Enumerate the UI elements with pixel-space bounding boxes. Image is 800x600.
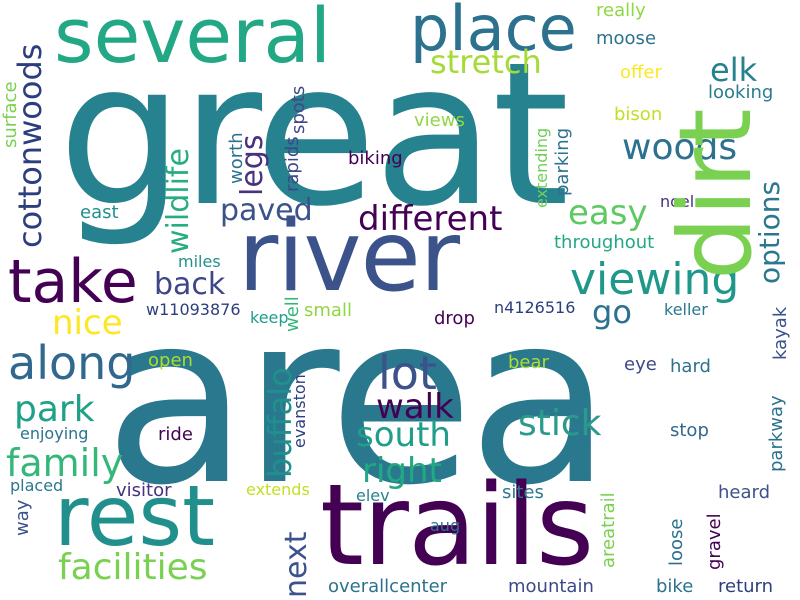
word-rest: rest	[54, 467, 216, 565]
word-loose: loose	[666, 518, 687, 566]
word-spots: spots	[288, 85, 309, 134]
word-wildlife: wildlife	[161, 148, 196, 254]
word-placed: placed	[10, 476, 64, 495]
word-aug: aug	[430, 516, 461, 535]
word-views: views	[414, 110, 465, 131]
word-along: along	[8, 336, 136, 390]
word-right: right	[362, 451, 442, 491]
word-place: place	[410, 0, 577, 65]
word-ride: ride	[158, 424, 193, 445]
word-miles: miles	[178, 252, 221, 271]
word-park: park	[14, 389, 95, 430]
word-dirt: dirt	[657, 108, 774, 280]
word-stick: stick	[518, 403, 602, 444]
word-parkway: parkway	[766, 395, 787, 472]
word-small: small	[304, 300, 352, 321]
word-keller: keller	[664, 300, 708, 319]
word-areatrail: areatrail	[598, 492, 619, 568]
word-eye: eye	[624, 354, 657, 375]
word-walk: walk	[376, 387, 454, 427]
word-area: area	[104, 262, 612, 537]
word-take: take	[8, 247, 138, 317]
word-really: really	[596, 0, 646, 21]
word-bike: bike	[656, 576, 694, 597]
word-sites: sites	[502, 482, 544, 503]
word-well: well	[282, 296, 303, 332]
word-heard: heard	[718, 482, 771, 503]
word-offer: offer	[620, 62, 662, 83]
word-viewing: viewing	[570, 254, 740, 305]
word-hard: hard	[670, 356, 711, 377]
word-stretch: stretch	[430, 43, 542, 81]
word-return: return	[718, 576, 774, 597]
word-enjoying: enjoying	[20, 424, 89, 443]
word-different: different	[358, 199, 503, 239]
word-n4126516: n4126516	[494, 298, 576, 317]
word-biking: biking	[348, 148, 403, 169]
word-keep: keep	[250, 308, 289, 327]
word-throughout: throughout	[554, 232, 655, 253]
word-w11093876: w11093876	[146, 300, 241, 319]
word-moose: moose	[596, 28, 657, 49]
word-woods: woods	[622, 127, 738, 168]
word-family: family	[6, 441, 124, 485]
word-mountain: mountain	[508, 576, 594, 597]
word-nice: nice	[52, 303, 123, 343]
word-extends: extends	[246, 480, 310, 499]
word-facilities: facilities	[58, 547, 208, 588]
word-elk: elk	[710, 51, 758, 89]
word-east: east	[80, 202, 119, 223]
word-easy: easy	[568, 193, 648, 233]
word-stop: stop	[670, 420, 709, 441]
word-gravel: gravel	[704, 513, 725, 570]
word-trails: trails	[320, 461, 594, 591]
word-extending: extending	[532, 127, 551, 208]
word-way: way	[12, 499, 33, 536]
word-river: river	[238, 200, 460, 314]
word-options: options	[753, 180, 786, 284]
word-next: next	[279, 531, 314, 598]
word-lot: lot	[378, 346, 437, 400]
word-rapids: rapids	[282, 136, 303, 192]
word-bison: bison	[614, 104, 663, 125]
word-kayak: kayak	[770, 306, 791, 360]
word-bear: bear	[508, 352, 549, 373]
word-parking: parking	[552, 127, 573, 196]
word-noel: noel	[660, 192, 695, 211]
word-overallcenter: overallcenter	[328, 576, 448, 597]
word-looking: looking	[708, 82, 774, 103]
word-go: go	[592, 293, 632, 331]
word-south: south	[356, 415, 451, 455]
word-several: several	[54, 0, 332, 80]
word-worth: worth	[226, 132, 247, 184]
word-evanston: evanston	[290, 374, 309, 448]
word-drop: drop	[434, 308, 475, 329]
word-visitor: visitor	[116, 480, 172, 501]
word-back: back	[154, 267, 226, 302]
word-surface: surface	[0, 81, 21, 148]
word-open: open	[148, 350, 193, 371]
word-elev: elev	[356, 486, 390, 505]
word-great: great	[58, 19, 570, 250]
word-paved: paved	[220, 193, 313, 228]
